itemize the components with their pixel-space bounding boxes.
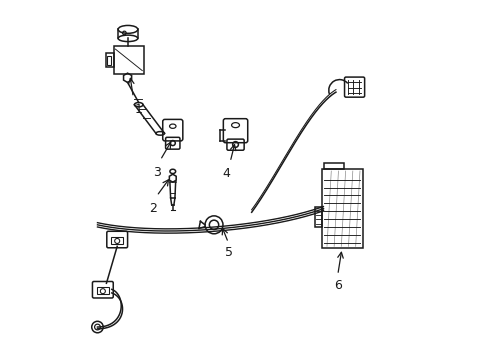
Text: 5: 5 <box>225 246 233 259</box>
Text: 3: 3 <box>152 166 160 179</box>
Text: 1: 1 <box>135 103 142 116</box>
Text: 4: 4 <box>222 167 230 180</box>
Text: 2: 2 <box>149 202 157 215</box>
Text: 6: 6 <box>334 279 342 292</box>
